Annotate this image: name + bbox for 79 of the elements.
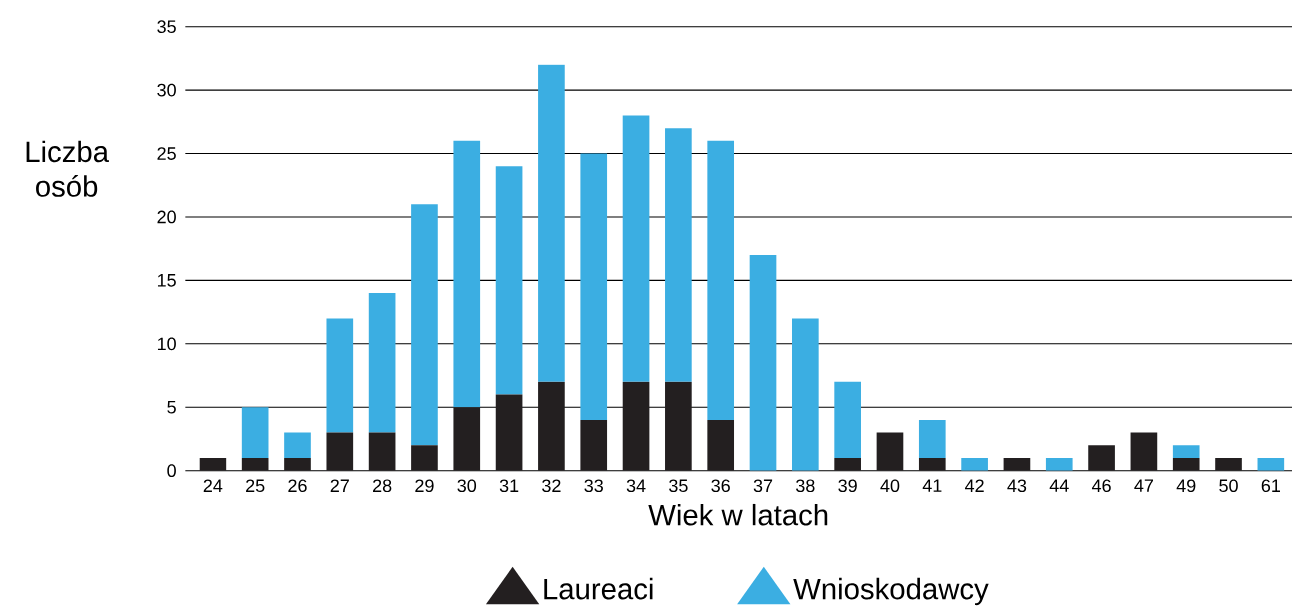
bar xyxy=(368,432,396,471)
bar xyxy=(665,128,692,382)
bar xyxy=(1257,457,1285,471)
y-tick-label: 30 xyxy=(157,83,176,97)
x-tick-label: 49 xyxy=(1176,479,1196,493)
bar xyxy=(834,457,861,471)
bar xyxy=(580,419,608,471)
y-tick-label: 25 xyxy=(157,147,176,160)
bar xyxy=(1172,445,1200,458)
bar xyxy=(622,115,650,382)
bar xyxy=(326,432,354,471)
x-tick-label: 35 xyxy=(669,479,688,493)
x-axis-title: Wiek w latach xyxy=(648,503,828,526)
x-tick-label: 50 xyxy=(1219,479,1238,493)
x-tick-label: 40 xyxy=(880,479,900,493)
legend-label: Laureaci xyxy=(544,577,653,600)
bar xyxy=(495,166,523,395)
x-tick-label: 43 xyxy=(1007,479,1027,493)
x-tick-label: 25 xyxy=(246,479,265,493)
bar xyxy=(876,432,904,471)
bar xyxy=(368,293,396,433)
x-tick-label: 61 xyxy=(1261,479,1280,493)
bar xyxy=(1045,457,1073,471)
bar xyxy=(834,381,861,458)
x-tick-label: 36 xyxy=(711,479,730,493)
x-tick-label: 33 xyxy=(584,479,603,493)
bar xyxy=(1003,457,1031,471)
y-tick-label: 15 xyxy=(157,274,176,287)
bar xyxy=(241,457,269,471)
bar xyxy=(199,457,227,471)
y-tick-label: 35 xyxy=(157,20,176,34)
x-tick-label: 42 xyxy=(965,479,984,492)
bar xyxy=(918,419,946,458)
bar xyxy=(665,381,692,471)
bar xyxy=(326,318,354,433)
bar xyxy=(961,457,988,471)
y-tick-label: 0 xyxy=(167,464,176,478)
x-tick-label: 29 xyxy=(415,479,434,493)
x-tick-label: 24 xyxy=(203,479,223,492)
x-tick-label: 26 xyxy=(288,479,307,493)
y-tick-label: 5 xyxy=(167,400,176,414)
x-tick-label: 34 xyxy=(626,479,646,493)
bar xyxy=(1130,432,1158,471)
bar xyxy=(622,381,650,471)
x-tick-label: 31 xyxy=(499,479,519,493)
bar xyxy=(918,457,946,471)
bar xyxy=(707,140,735,420)
bar xyxy=(241,407,269,458)
x-tick-label: 37 xyxy=(753,479,773,493)
bar xyxy=(538,64,565,382)
bar xyxy=(580,153,608,420)
bar xyxy=(1215,457,1242,471)
bar xyxy=(707,419,735,471)
bar xyxy=(749,255,777,471)
y-tick-label: 20 xyxy=(157,210,176,224)
x-tick-label: 32 xyxy=(542,479,561,493)
x-tick-label: 44 xyxy=(1049,479,1069,492)
x-tick-label: 28 xyxy=(373,479,392,493)
bar xyxy=(453,140,481,408)
bar xyxy=(284,432,311,458)
x-tick-label: 39 xyxy=(838,479,857,493)
x-tick-label: 46 xyxy=(1091,479,1111,493)
bar xyxy=(1172,457,1200,471)
x-tick-label: 30 xyxy=(457,479,477,493)
bar xyxy=(495,394,523,471)
x-tick-label: 38 xyxy=(796,479,815,493)
legend-label: Wnioskodawcy xyxy=(793,577,989,606)
x-tick-label: 27 xyxy=(330,479,349,492)
x-tick-label: 41 xyxy=(922,479,942,492)
bar xyxy=(1088,445,1115,471)
bar xyxy=(792,318,819,471)
x-tick-label: 47 xyxy=(1134,479,1154,492)
bar xyxy=(284,457,311,471)
bar xyxy=(538,381,565,471)
bar xyxy=(453,407,481,471)
bar xyxy=(411,204,438,446)
bar xyxy=(411,445,438,471)
y-tick-label: 10 xyxy=(157,337,176,351)
y-axis-title: Liczba osób xyxy=(26,140,109,197)
